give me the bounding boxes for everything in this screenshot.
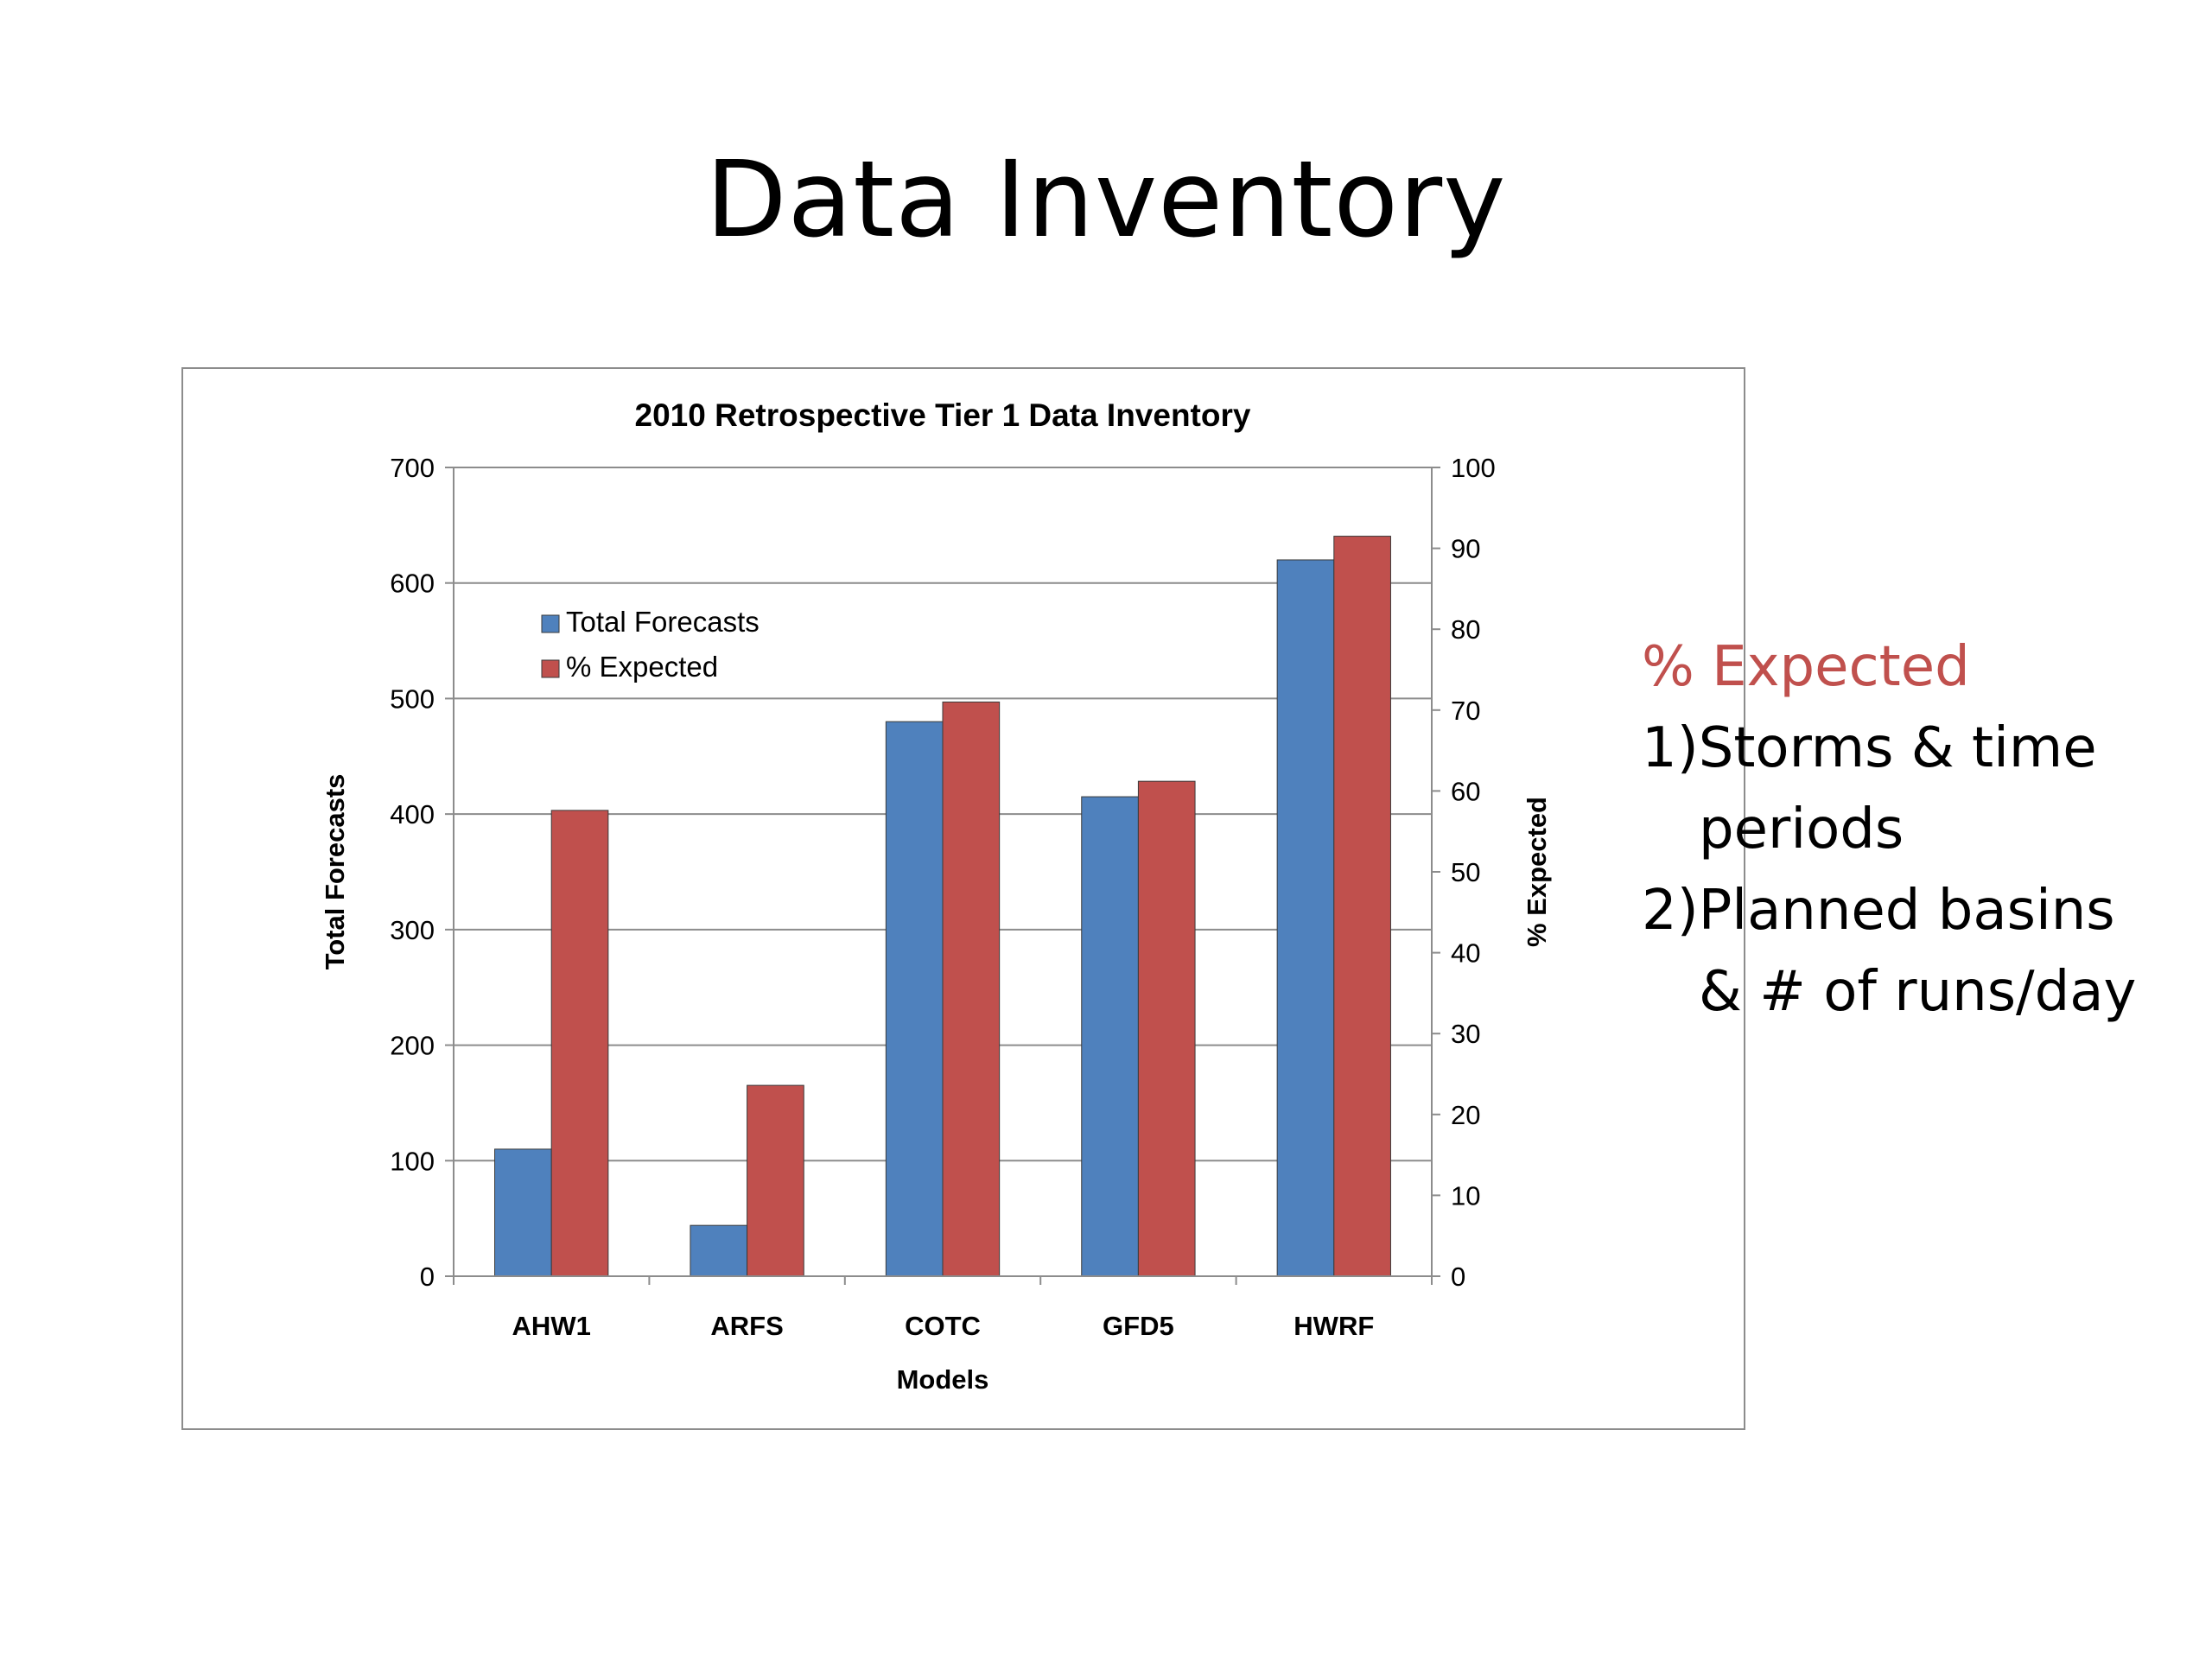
x-tick-label: GFD5 [1103,1311,1174,1341]
y-axis-title-left: Total Forecasts [320,774,350,970]
y-tick-label-left: 300 [390,915,435,945]
x-tick-label: ARFS [710,1311,783,1341]
x-axis-title: Models [897,1364,989,1395]
bar-total-forecasts [690,1224,748,1277]
chart-title: 2010 Retrospective Tier 1 Data Inventory [635,397,1251,433]
bar-total-forecasts [885,721,944,1277]
bar--expected [550,810,609,1277]
y-tick-label-right: 20 [1451,1100,1480,1130]
bar--expected [942,701,1001,1277]
x-tick-label: COTC [905,1311,981,1341]
bar-chart: 2010 Retrospective Tier 1 Data Inventory… [320,397,1552,1395]
y-tick-label-right: 80 [1451,614,1480,645]
y-tick-label-right: 70 [1451,696,1480,726]
y-tick-label-left: 700 [390,453,435,483]
y-axis-title-right: % Expected [1522,797,1552,947]
bar-total-forecasts [1276,559,1335,1277]
legend-label: Total Forecasts [566,606,760,638]
bar-total-forecasts [494,1148,552,1277]
y-tick-label-right: 0 [1451,1262,1465,1292]
x-tick-label: HWRF [1294,1311,1374,1341]
y-tick-label-right: 100 [1451,453,1496,483]
notes-line-1: 1)Storms & time [1642,716,2097,780]
y-tick-label-right: 10 [1451,1180,1480,1211]
notes-heading: % Expected [1642,635,1970,699]
x-tick-label: AHW1 [512,1311,591,1341]
y-tick-label-left: 0 [420,1262,435,1292]
y-tick-label-left: 200 [390,1031,435,1061]
y-tick-label-right: 50 [1451,857,1480,887]
legend-swatch [541,614,560,633]
y-tick-label-right: 90 [1451,534,1480,564]
y-tick-label-left: 500 [390,683,435,714]
bar--expected [1333,536,1391,1277]
side-notes: % Expected 1)Storms & time periods 2)Pla… [1642,626,2136,1033]
bar--expected [1137,780,1196,1277]
slide-title: Data Inventory [705,138,1507,261]
legend-label: % Expected [566,651,718,683]
legend-swatch [541,659,560,678]
bar--expected [747,1084,804,1277]
bar-total-forecasts [1081,796,1139,1277]
y-tick-label-left: 600 [390,569,435,599]
chart-frame: 2010 Retrospective Tier 1 Data Inventory… [181,367,1745,1430]
y-tick-label-right: 40 [1451,938,1480,969]
y-tick-label-right: 30 [1451,1019,1480,1049]
notes-line-2: periods [1699,798,1904,861]
notes-line-3: 2)Planned basins [1642,879,2115,943]
notes-line-4: & # of runs/day [1699,960,2137,1024]
y-tick-label-right: 60 [1451,776,1480,806]
y-tick-label-left: 400 [390,799,435,830]
y-tick-label-left: 100 [390,1146,435,1176]
